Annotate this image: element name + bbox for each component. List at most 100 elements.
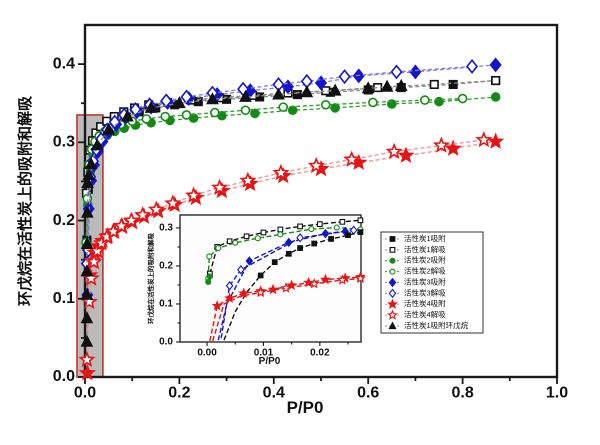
legend-label: 活性炭3吸附 [404, 276, 446, 286]
x-tick-label: 0.2 [168, 384, 190, 401]
star-marker [267, 283, 279, 295]
star-marker [308, 278, 320, 289]
triangle-marker [80, 334, 94, 347]
circle-marker [287, 105, 298, 116]
legend-item-ac2-ads: 活性炭2吸附 [385, 255, 446, 265]
triangle-marker [80, 264, 94, 277]
circle-marker [254, 235, 261, 242]
circle-marker [330, 103, 340, 113]
star-marker [307, 156, 325, 174]
circle-marker [240, 105, 251, 116]
x-tick-label: 0.00 [197, 347, 217, 358]
y-tick-label: 0.0 [159, 337, 173, 348]
y-tick-label: 0.4 [53, 55, 75, 72]
y-axis-title: 环戊烷在活性炭上的吸附和解吸 [146, 233, 155, 325]
square-marker [339, 218, 346, 225]
legend-item-ac1-ads: 活性炭1吸附 [385, 233, 446, 243]
star-marker [397, 146, 415, 163]
square-marker [271, 259, 278, 266]
diamond-marker [108, 114, 121, 130]
triangle-marker [206, 92, 219, 105]
star-marker [343, 150, 361, 167]
square-marker [285, 250, 292, 257]
square-marker [243, 233, 250, 240]
circle-marker [277, 231, 284, 238]
circle-marker [206, 273, 213, 280]
square-marker [311, 240, 318, 247]
circle-marker [181, 110, 192, 120]
triangle-marker [80, 205, 94, 218]
triangle-marker [80, 311, 94, 324]
triangle-marker [300, 85, 314, 98]
square-marker [277, 226, 284, 233]
triangle-marker [144, 100, 158, 113]
square-marker [226, 238, 233, 245]
x-tick-label: 0.6 [357, 384, 379, 401]
square-marker [292, 90, 302, 100]
star-marker [272, 163, 290, 181]
star-marker [122, 211, 140, 228]
triangle-marker [328, 83, 342, 96]
legend-star-marker [387, 298, 398, 309]
legend-square-marker [389, 236, 396, 242]
legend-label: 活性炭4解吸 [404, 309, 446, 319]
square-marker [260, 229, 267, 236]
series-ins-ac2-des-line [207, 226, 361, 279]
star-marker [432, 136, 450, 153]
star-marker [134, 206, 152, 223]
legend-label: 活性炭4吸附 [404, 298, 446, 308]
legend-item-ac4-ads: 活性炭4吸附 [385, 298, 446, 309]
triangle-marker [173, 96, 186, 109]
circle-marker [308, 226, 315, 233]
circle-marker [232, 239, 239, 246]
star-marker [78, 350, 96, 368]
triangle-marker [84, 157, 98, 170]
star-marker [487, 132, 505, 149]
series-ins-ac1-ads [223, 229, 364, 341]
triangle-marker [239, 89, 252, 102]
star-marker [147, 200, 165, 217]
star-marker [210, 178, 229, 195]
circle-marker [250, 108, 260, 119]
circle-marker [333, 224, 340, 231]
legend-item-ac1-des: 活性炭1解吸 [385, 244, 446, 254]
triangle-marker [361, 81, 375, 94]
circle-marker [205, 278, 212, 285]
legend-item-ac1-cyclopentane: 活性炭1吸附环戊烷 [385, 320, 469, 330]
legend-item-ac3-ads: 活性炭3吸附 [385, 276, 446, 288]
star-marker [78, 364, 96, 381]
circle-marker [457, 93, 468, 104]
square-marker [257, 272, 264, 279]
y-tick-label: 0.0 [53, 368, 75, 385]
x-axis-title: P/P0 [287, 398, 324, 417]
y-axis-title: 环戊烷在活性炭上的吸附和解吸 [16, 95, 34, 306]
square-marker [491, 75, 501, 86]
diamond-marker [489, 57, 502, 73]
triangle-marker [394, 78, 408, 91]
square-marker [297, 245, 303, 251]
square-marker [357, 229, 364, 235]
triangle-marker [272, 87, 285, 100]
star-marker [336, 274, 348, 285]
star-marker [355, 272, 366, 284]
series-ins-ac3-des [220, 225, 358, 339]
x-tick-label: 0.4 [263, 384, 285, 401]
triangle-marker [380, 79, 394, 92]
x-tick-label: 0.8 [451, 384, 473, 401]
star-marker [238, 287, 250, 298]
legend-diamond-marker [388, 277, 397, 288]
legend-item-ac2-des: 活性炭2解吸 [385, 266, 446, 276]
y-tick-label: 0.3 [53, 134, 75, 151]
star-marker [85, 253, 103, 270]
circle-marker [420, 95, 430, 105]
x-tick-label: 0.01 [254, 347, 274, 358]
triangle-marker [81, 175, 94, 188]
square-marker [357, 217, 364, 224]
x-tick-label: 1.0 [546, 384, 568, 401]
legend-circle-marker [389, 257, 396, 264]
square-marker [328, 236, 334, 242]
star-marker [444, 139, 462, 156]
x-tick-label: 0.0 [74, 384, 96, 401]
